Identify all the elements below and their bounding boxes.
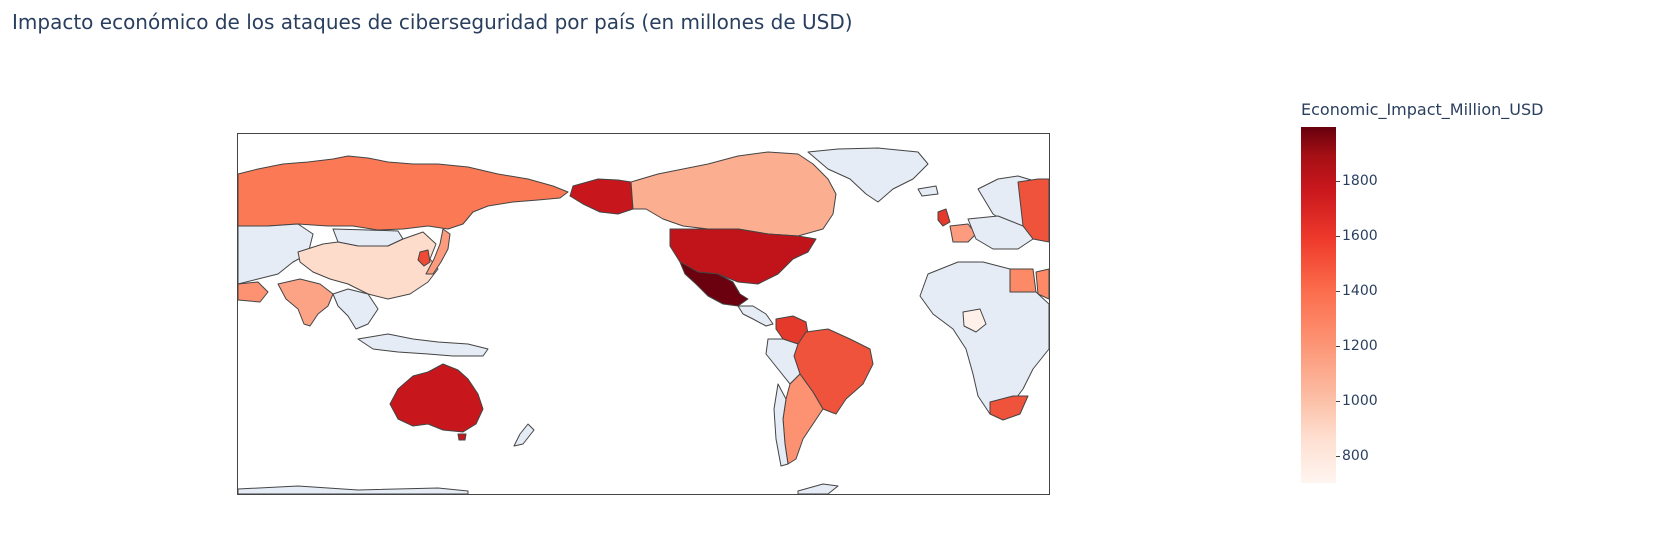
country-tasmania[interactable] — [457, 433, 467, 441]
country-iran[interactable] — [238, 281, 269, 303]
colorbar-tickmark — [1336, 456, 1340, 457]
colorbar-tick: 800 — [1342, 448, 1369, 464]
country-south-africa[interactable] — [989, 395, 1029, 421]
colorbar — [1301, 127, 1336, 483]
country-mexico[interactable] — [679, 261, 749, 307]
country-china[interactable] — [297, 231, 439, 300]
colorbar-tickmark — [1336, 236, 1340, 237]
country-chile — [773, 383, 789, 467]
country-korea[interactable] — [417, 249, 431, 267]
country-japan[interactable] — [425, 228, 451, 275]
country-france[interactable] — [949, 223, 977, 243]
country-canada[interactable] — [630, 151, 837, 237]
colorbar-tick: 1400 — [1342, 283, 1378, 299]
country-russia-east[interactable] — [238, 155, 569, 231]
antarctica-edge-2 — [797, 483, 839, 494]
country-indonesia — [357, 333, 489, 357]
colorbar-tick: 1800 — [1342, 173, 1378, 189]
country-australia[interactable] — [389, 363, 484, 433]
colorbar-tickmark — [1336, 346, 1340, 347]
country-new-zealand — [513, 423, 535, 447]
chart-title: Impacto económico de los ataques de cibe… — [12, 10, 853, 34]
country-india[interactable] — [277, 278, 334, 327]
colorbar-tickmark — [1336, 181, 1340, 182]
colorbar-tickmark — [1336, 291, 1340, 292]
colorbar-tick: 1000 — [1342, 393, 1378, 409]
country-central-america — [737, 305, 774, 327]
country-greenland — [807, 147, 929, 203]
country-nigeria[interactable] — [962, 308, 987, 333]
country-uk[interactable] — [937, 208, 951, 227]
country-southeast-asia — [332, 288, 379, 330]
country-peru — [765, 338, 801, 385]
colorbar-title: Economic_Impact_Million_USD — [1301, 100, 1544, 119]
colorbar-tickmark — [1336, 401, 1340, 402]
country-saudi[interactable] — [1035, 268, 1049, 300]
colorbar-tick: 1600 — [1342, 228, 1378, 244]
country-central-europe — [967, 215, 1034, 250]
country-usa-alaska[interactable] — [569, 178, 634, 215]
colorbar-tick: 1200 — [1342, 338, 1378, 354]
world-map[interactable] — [237, 133, 1050, 495]
country-egypt[interactable] — [1009, 268, 1037, 293]
antarctica-edge — [238, 485, 469, 494]
country-africa — [919, 261, 1049, 415]
country-iceland — [917, 185, 939, 197]
